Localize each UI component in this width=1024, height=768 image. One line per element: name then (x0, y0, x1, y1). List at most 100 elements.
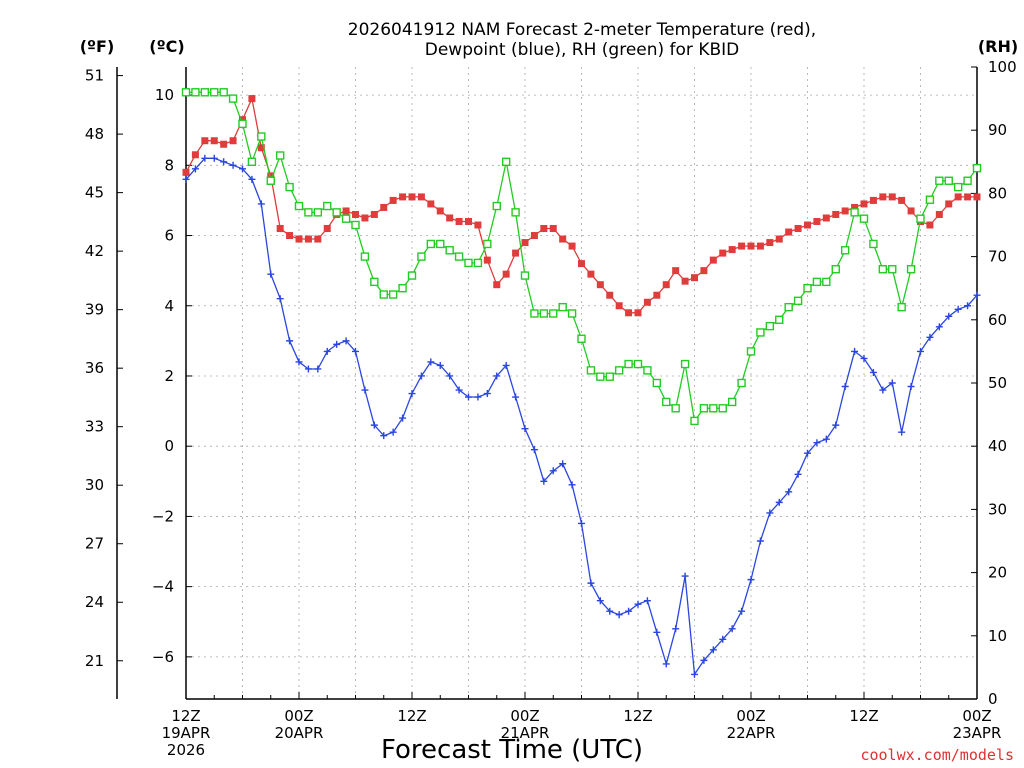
dewpoint-point (295, 358, 303, 366)
dewpoint-point (220, 158, 228, 166)
dewpoint-point (596, 597, 604, 605)
x-tick-label: 2026 (167, 741, 205, 759)
fahrenheit-tick-label: 30 (85, 476, 104, 494)
rh-tick-label: 30 (988, 500, 1007, 518)
temperature-point (672, 267, 680, 275)
rh-point (633, 359, 643, 369)
temperature-point (446, 214, 454, 222)
rh-point (332, 208, 341, 217)
temperature-point (738, 242, 746, 250)
temperature-point (691, 274, 698, 282)
credit-link[interactable]: coolwx.com/models (860, 746, 1014, 764)
rh-tick-label: 80 (988, 184, 1007, 202)
fahrenheit-tick-label: 21 (85, 652, 104, 670)
dewpoint-point (521, 425, 529, 433)
rh-point (699, 404, 709, 413)
fahrenheit-tick-label: 51 (85, 67, 104, 85)
dewpoint-point (926, 333, 934, 341)
dewpoint-point (549, 467, 557, 475)
plot-frame (116, 67, 978, 700)
dewpoint-point (643, 597, 651, 605)
rh-point (436, 239, 445, 249)
temperature-point (700, 267, 708, 275)
rh-tick-label: 70 (988, 248, 1007, 266)
temperature-point (596, 281, 604, 289)
dewpoint-point (625, 607, 633, 615)
temperature-point (964, 193, 972, 201)
dewpoint-point (869, 368, 877, 376)
temperature-point (483, 256, 491, 264)
dewpoint-point (257, 200, 265, 208)
rh-point (850, 208, 859, 217)
rh-point (417, 252, 426, 261)
temperature-point (973, 193, 981, 201)
fahrenheit-tick-label: 33 (85, 418, 104, 436)
temperature-point (540, 225, 548, 233)
rh-point (360, 252, 370, 261)
rh-tick-label: 50 (988, 374, 1007, 392)
rh-tick-label: 0 (988, 690, 998, 708)
dewpoint-point (794, 470, 802, 478)
temperature-point (625, 309, 633, 317)
celsius-tick-label: 4 (164, 297, 174, 315)
x-tick-label: 19APR (162, 724, 211, 742)
rh-point (549, 309, 558, 318)
dewpoint-point (559, 460, 567, 468)
rh-point (812, 277, 822, 287)
dewpoint-point (483, 390, 491, 398)
x-tick-label: 22APR (727, 724, 776, 742)
rh-point (803, 284, 812, 293)
rh-tick-label: 90 (988, 121, 1007, 139)
temperature-point (766, 239, 774, 247)
rh-point (972, 163, 982, 173)
rh-point (388, 290, 398, 299)
temperature-point (578, 260, 585, 268)
rh-point (953, 182, 963, 192)
rh-point (530, 309, 539, 318)
temperature-point (342, 207, 350, 215)
rh-point (558, 302, 567, 312)
temperature-point (201, 137, 209, 145)
x-tick-label: 00Z (962, 707, 991, 725)
fahrenheit-tick-label: 36 (85, 359, 104, 377)
dewpoint-point (568, 481, 576, 489)
chart-subtitle: Dewpoint (blue), RH (green) for KBID (425, 40, 740, 60)
celsius-tick-label: 8 (164, 156, 174, 174)
x-tick-label: 21APR (501, 724, 550, 742)
dewpoint-point (314, 365, 322, 373)
dewpoint-point (662, 660, 670, 668)
celsius-tick-label: −4 (152, 578, 174, 596)
rh-point (680, 359, 690, 369)
temperature-point (653, 291, 661, 299)
temperature-point (304, 235, 312, 243)
dewpoint-point (530, 446, 538, 454)
temperature-point (606, 291, 614, 299)
temperature-point (747, 242, 755, 250)
rh-point (614, 366, 624, 375)
dewpoint-point (389, 428, 397, 436)
rh-point (483, 239, 492, 249)
rh-point (398, 284, 407, 293)
dewpoint-point (822, 435, 830, 443)
rh-point (501, 157, 511, 167)
rh-point (210, 88, 219, 97)
x-tick-label: 00Z (736, 707, 765, 725)
dewpoint-point (672, 625, 680, 633)
fahrenheit-unit-label: (ºF) (80, 37, 115, 56)
x-axis-label: Forecast Time (UTC) (381, 735, 643, 765)
temperature-point (286, 232, 294, 240)
rh-point (690, 416, 699, 426)
rh-point (935, 176, 944, 185)
dewpoint-point (540, 477, 548, 485)
rh-point (247, 157, 257, 167)
temperature-point (352, 210, 359, 218)
dewpoint-point (427, 358, 435, 366)
dewpoint-point (380, 432, 388, 440)
dewpoint-point (973, 291, 981, 299)
x-tick-label: 12Z (849, 707, 878, 725)
temperature-point (794, 225, 802, 233)
temperature-point (493, 281, 501, 289)
temperature-point (436, 207, 444, 215)
x-tick-label: 12Z (397, 707, 426, 725)
temperature-point (502, 270, 510, 278)
